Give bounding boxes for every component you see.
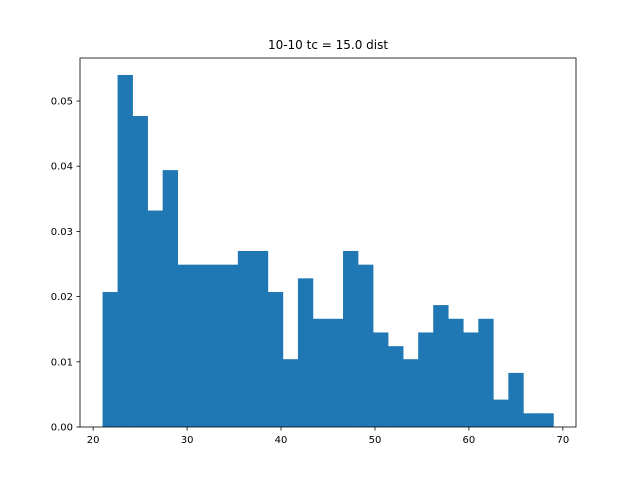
histogram-bar (523, 413, 539, 427)
histogram-bar (403, 359, 419, 427)
x-tick-label: 30 (181, 435, 194, 446)
histogram-bar (132, 116, 148, 428)
histogram-bar (147, 210, 163, 427)
y-tick-label: 0.02 (51, 292, 73, 303)
histogram-bar (222, 264, 239, 427)
y-tick-label: 0.03 (51, 227, 73, 238)
histogram-bar (373, 332, 389, 427)
histogram-bar (478, 318, 494, 427)
y-tick-label: 0.01 (51, 357, 73, 368)
histogram-bar (418, 332, 434, 427)
histogram-bar (312, 318, 329, 427)
histogram-bar (343, 250, 359, 427)
x-tick-label: 50 (369, 435, 382, 446)
y-tick-label: 0.00 (51, 423, 73, 434)
histogram-bar (162, 170, 178, 427)
x-tick-label: 20 (87, 435, 100, 446)
histogram-bar (192, 264, 209, 427)
bars-group (102, 74, 554, 428)
x-tick-label: 70 (556, 435, 569, 446)
histogram-bar (267, 292, 284, 427)
histogram-bar (177, 264, 194, 427)
plot-frame (79, 57, 577, 428)
histogram-bar (102, 292, 118, 427)
histogram-bar (538, 413, 554, 427)
histogram-bar (463, 332, 479, 427)
y-axis-ticks: 0.00 0.01 0.02 0.03 0.04 0.05 (51, 97, 80, 434)
histogram-bar (508, 372, 524, 427)
histogram-bar (237, 250, 254, 427)
y-tick-label: 0.05 (51, 97, 73, 108)
histogram-bar (388, 346, 404, 427)
x-tick-label: 60 (463, 435, 476, 446)
histogram-bar (207, 264, 224, 427)
histogram-bar (448, 318, 464, 427)
x-axis-ticks: 20 30 40 50 60 70 (87, 427, 569, 446)
histogram-bar (433, 305, 449, 427)
x-tick-label: 40 (275, 435, 288, 446)
histogram-bar (328, 318, 344, 427)
histogram-bar (252, 250, 269, 427)
histogram-bar (493, 399, 509, 427)
histogram-bar (297, 278, 314, 427)
histogram-bar (358, 264, 374, 427)
y-tick-label: 0.04 (51, 162, 73, 173)
histogram-bar (117, 74, 133, 427)
histogram-bar (282, 359, 299, 427)
chart-title: 10-10 tc = 15.0 dist (268, 38, 388, 52)
